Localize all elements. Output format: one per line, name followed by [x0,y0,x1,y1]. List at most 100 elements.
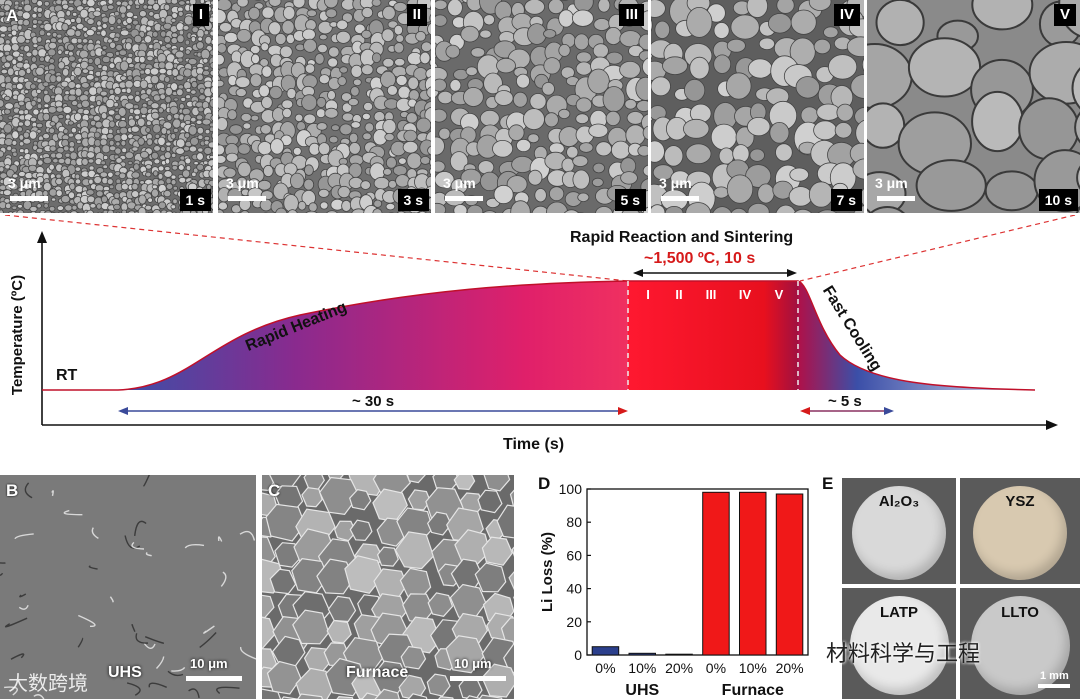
grain [341,102,353,113]
grain [146,4,154,10]
grain-boundary [217,536,223,542]
grain [336,19,349,31]
li-loss-bar-chart: 0 20 40 60 80 100 Li Loss (%) 0% 10% 20% 0% 10% 20% U… [539,481,809,699]
grain [364,122,375,133]
grain [132,15,139,20]
grain [131,190,140,199]
grain [10,43,20,52]
y-tick-label: 20 [566,614,582,630]
grain [325,8,338,19]
grain [605,51,624,65]
grain-boundary [148,682,167,688]
grain [483,475,511,492]
sem-texture-3 [435,0,648,213]
scale-bar-e [1038,684,1070,688]
grain-boundary [240,646,256,660]
grain [210,132,213,139]
grain [625,124,646,146]
grain [121,209,127,213]
grain [746,117,771,137]
grain [218,144,225,156]
grain [236,176,248,188]
grain [361,112,371,121]
sem-scale-text: 3 μm [226,175,259,191]
grain [36,129,42,134]
grain-boundary [78,614,96,628]
grain [81,99,90,108]
grain [118,120,128,129]
grain [4,102,14,110]
grain [64,152,71,158]
grain [170,133,177,140]
grain [36,0,43,7]
grain [93,76,100,82]
grain [541,82,555,96]
grain [418,210,427,213]
grain [483,72,503,95]
grain [115,44,123,52]
grain [266,660,302,695]
grain [591,177,604,187]
sem-time-badge: 3 s [397,189,429,211]
grain [178,29,185,36]
grain [163,151,172,160]
grain [100,160,106,166]
grain [30,99,37,107]
grain [87,58,94,65]
grain [808,181,834,208]
grain [301,486,323,508]
x-tick-label: 10% [739,660,767,676]
grain [131,171,141,179]
y-axis-label: Temperature (ºC) [9,275,26,395]
grain [120,12,126,19]
bar [628,652,656,656]
grain [281,19,295,35]
grain [202,57,209,64]
arrowhead-left [633,269,643,277]
grain [339,66,348,74]
grain [15,82,24,90]
grain [430,34,431,41]
grain [188,125,198,136]
grain [394,531,435,570]
grain [1075,206,1080,213]
grain [108,89,115,95]
grain [89,203,97,209]
grain [115,141,121,147]
grain [55,177,63,186]
grain [651,140,665,163]
grain [861,57,864,72]
grain [382,57,395,68]
grain [57,49,63,55]
grain [116,24,122,30]
grain [237,143,251,155]
grain [813,38,831,55]
grain [683,79,706,102]
grain [544,112,559,128]
grain [56,205,65,211]
grain [465,66,478,76]
grain [314,53,325,65]
grain [113,11,120,17]
grain [393,1,408,12]
grain [470,47,486,58]
grain [48,127,56,134]
grain [828,54,858,80]
grain [28,164,38,172]
grain [55,106,64,113]
grain [453,204,468,213]
stage-label: IV [739,287,752,302]
grain [75,16,82,25]
grain [435,0,448,10]
pellet-cell: Al₂O₃ [842,478,956,584]
grain [36,36,43,43]
grain [69,182,76,191]
grain [295,667,335,699]
grain [339,123,353,136]
grain [60,195,71,204]
sem-panel-4: IV 3 μm 7 s [651,0,864,213]
heating-duration-label: ~ 30 s [352,393,395,410]
grain [152,170,159,177]
grain [449,151,469,172]
grain [971,0,1034,31]
